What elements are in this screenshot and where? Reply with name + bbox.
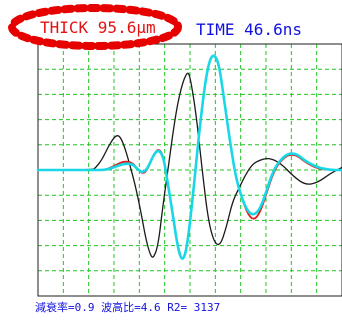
waveform-fit [36,54,342,260]
thickness-highlight-oval [8,4,182,50]
waveform-reference [37,72,342,258]
waveform-series [36,54,342,260]
thickness-readout: THICK 95.6μm [40,18,156,37]
time-readout: TIME 46.6ns [196,20,302,39]
fit-statistics: 減衰率=0.9 波高比=4.6 R2= 3137 [35,301,221,314]
